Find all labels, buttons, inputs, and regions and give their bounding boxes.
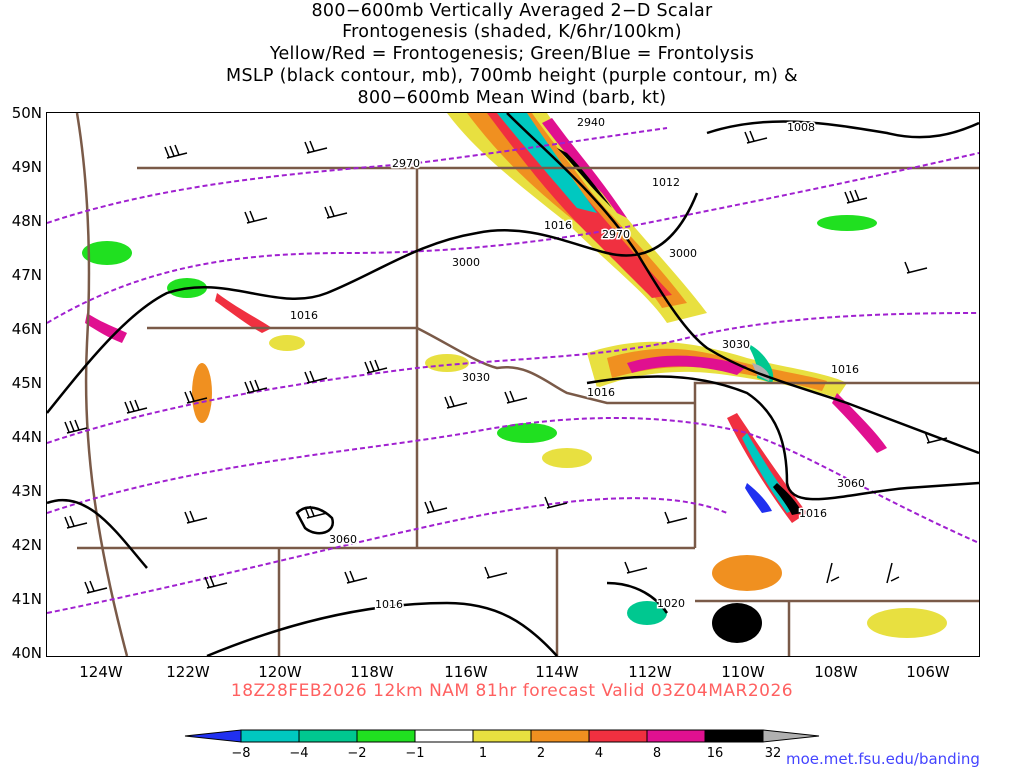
colorbar-label: 2: [536, 746, 546, 761]
mslp-label: 1016: [831, 363, 859, 376]
wind-barbs: [64, 130, 948, 594]
title-line-4: MSLP (black contour, mb), 700mb height (…: [226, 66, 798, 86]
colorbar-swatch: [762, 729, 820, 743]
colorbar-swatch: [588, 729, 648, 743]
colorbar-label: −4: [289, 746, 309, 761]
colorbar-swatch: [356, 729, 416, 743]
colorbar-label: −2: [347, 746, 367, 761]
lat-label: 43N: [11, 482, 42, 500]
mslp-label: 1016: [544, 219, 572, 232]
height-label: 3000: [452, 256, 480, 269]
lon-label: 114W: [535, 663, 579, 681]
colorbar-swatch: [414, 729, 474, 743]
title-line-5: 800−600mb Mean Wind (barb, kt): [357, 88, 667, 108]
forecast-run-label: 18Z28FEB2026 12km NAM 81hr forecast Vali…: [230, 681, 794, 701]
lon-label: 122W: [166, 663, 210, 681]
frontogenesis-shading: [82, 113, 947, 643]
lon-label: 120W: [258, 663, 302, 681]
height-label: 2940: [577, 116, 605, 129]
title-line-3: Yellow/Red = Frontogenesis; Green/Blue =…: [269, 44, 755, 64]
height-contours: [47, 127, 979, 614]
colorbar-swatch: [704, 729, 764, 743]
colorbar-label: 32: [764, 746, 782, 761]
colorbar-label: −8: [231, 746, 251, 761]
lon-label: 124W: [79, 663, 123, 681]
title-line-2: Frontogenesis (shaded, K/6hr/100km): [342, 22, 682, 42]
colorbar-label: 8: [652, 746, 662, 761]
lon-label: 110W: [721, 663, 765, 681]
lat-label: 49N: [11, 158, 42, 176]
colorbar-label: −1: [405, 746, 425, 761]
mslp-label: 1012: [652, 176, 680, 189]
colorbar-swatch: [240, 729, 300, 743]
title-line-1: 800−600mb Vertically Averaged 2−D Scalar: [311, 1, 713, 21]
lon-label: 106W: [906, 663, 950, 681]
height-label: 3060: [837, 477, 865, 490]
lat-label: 41N: [11, 590, 42, 608]
mslp-contours: [47, 113, 979, 656]
lat-label: 42N: [11, 536, 42, 554]
colorbar-label: 1: [478, 746, 488, 761]
colorbar-swatch: [298, 729, 358, 743]
colorbar-swatch: [184, 729, 242, 743]
lat-label: 48N: [11, 212, 42, 230]
colorbar: [184, 729, 820, 743]
lat-label: 47N: [11, 266, 42, 284]
height-label: 3060: [329, 533, 357, 546]
lat-label: 44N: [11, 428, 42, 446]
mslp-label: 1016: [587, 386, 615, 399]
height-label: 3000: [669, 247, 697, 260]
credit-url[interactable]: moe.met.fsu.edu/banding: [786, 750, 980, 768]
mslp-label: 1016: [290, 309, 318, 322]
lon-label: 116W: [444, 663, 488, 681]
lon-label: 108W: [814, 663, 858, 681]
lat-label: 50N: [11, 104, 42, 122]
colorbar-label: 4: [594, 746, 604, 761]
lon-label: 118W: [350, 663, 394, 681]
contour-labels: 1008 1012 1016 1016 1016 1016 1016 1016 …: [289, 115, 867, 613]
height-label: 2970: [392, 157, 420, 170]
colorbar-swatch: [472, 729, 532, 743]
lon-label: 112W: [628, 663, 672, 681]
lat-label: 40N: [11, 644, 42, 662]
height-label: 3030: [462, 371, 490, 384]
lat-label: 45N: [11, 374, 42, 392]
lat-label: 46N: [11, 320, 42, 338]
mslp-label: 1016: [375, 598, 403, 611]
colorbar-swatch: [530, 729, 590, 743]
mslp-label: 1016: [799, 507, 827, 520]
colorbar-swatch: [646, 729, 706, 743]
height-label: 2970: [602, 228, 630, 241]
height-label: 3030: [722, 338, 750, 351]
state-borders: [75, 113, 979, 656]
mslp-label: 1020: [657, 597, 685, 610]
mslp-label: 1008: [787, 121, 815, 134]
colorbar-label: 16: [706, 746, 724, 761]
map-panel: 1008 1012 1016 1016 1016 1016 1016 1016 …: [46, 112, 980, 657]
